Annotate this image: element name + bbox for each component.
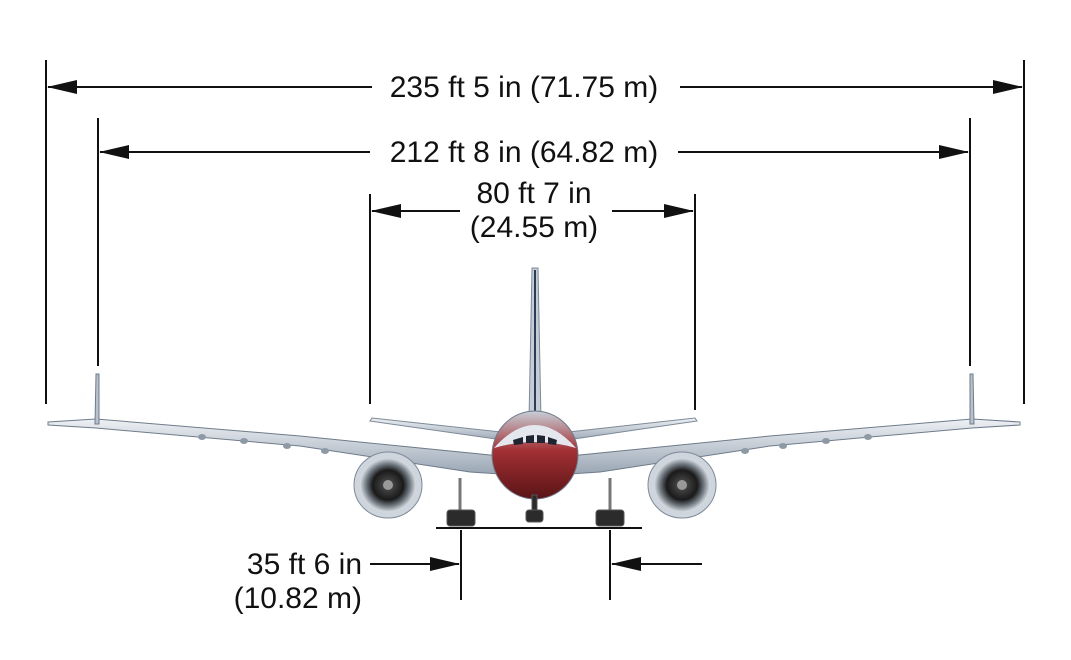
main-gear-left <box>446 509 476 527</box>
landing-gear <box>446 478 625 527</box>
tail-span-label-ft: 80 ft 7 in <box>476 177 591 210</box>
engine-right <box>647 451 717 519</box>
wingspan-extended-dimension: 235 ft 5 in (71.75 m) <box>45 60 1025 404</box>
wingtip-left <box>94 373 100 425</box>
main-gear-right <box>595 509 625 527</box>
gear-track-dimension: 35 ft 6 in (10.82 m) <box>234 530 702 615</box>
tail-span-label-m: (24.55 m) <box>470 211 598 244</box>
horizontal-stabilizer-right <box>559 417 698 442</box>
horizontal-stabilizer-left <box>369 417 511 442</box>
aircraft-front-view <box>47 267 1021 529</box>
wingspan-extended-label: 235 ft 5 in (71.75 m) <box>390 71 658 104</box>
tail-span-dimension: 80 ft 7 in (24.55 m) <box>369 177 696 410</box>
wing-right <box>569 418 1021 475</box>
cockpit-windows <box>513 435 557 445</box>
wingspan-folded-label: 212 ft 8 in (64.82 m) <box>390 136 658 169</box>
flap-fairings <box>198 434 872 454</box>
engine-left <box>353 451 423 519</box>
gear-track-label-m: (10.82 m) <box>234 582 362 615</box>
fuselage <box>491 410 579 500</box>
wingtip-right <box>969 373 975 425</box>
wing-left <box>47 418 501 475</box>
wingspan-folded-dimension: 212 ft 8 in (64.82 m) <box>97 118 971 366</box>
gear-track-label-ft: 35 ft 6 in <box>247 548 362 581</box>
